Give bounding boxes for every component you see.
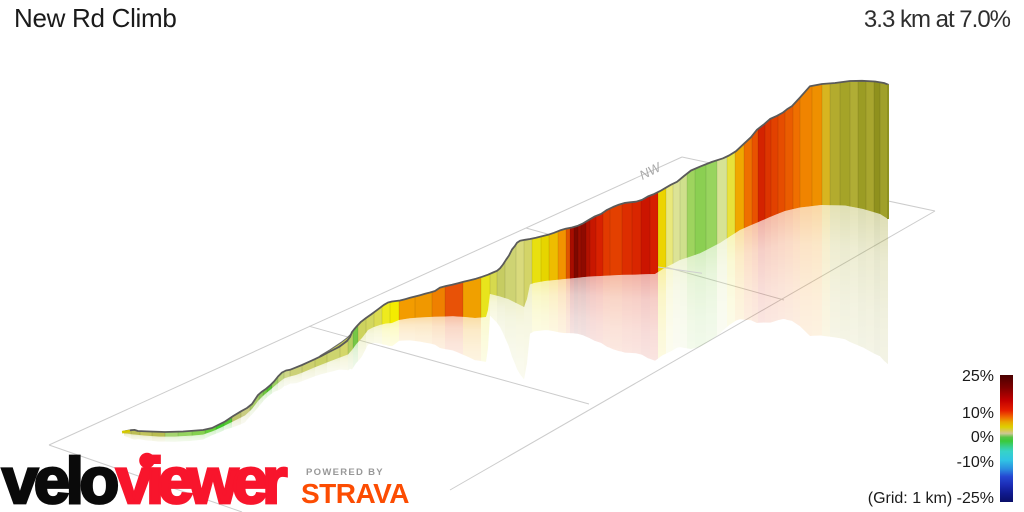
- svg-text:velo: velo: [2, 444, 117, 512]
- svg-text:0%: 0%: [971, 429, 994, 446]
- svg-text:3.3 km at 7.0%: 3.3 km at 7.0%: [864, 6, 1011, 33]
- svg-text:POWERED BY: POWERED BY: [306, 467, 384, 478]
- svg-text:10%: 10%: [962, 405, 994, 422]
- svg-text:(Grid: 1 km) -25%: (Grid: 1 km) -25%: [868, 490, 994, 507]
- svg-text:STRAVA: STRAVA: [301, 478, 409, 509]
- svg-text:-10%: -10%: [957, 454, 994, 471]
- svg-text:viewer: viewer: [116, 444, 287, 512]
- svg-text:25%: 25%: [962, 368, 994, 385]
- svg-text:New Rd Climb: New Rd Climb: [14, 3, 177, 33]
